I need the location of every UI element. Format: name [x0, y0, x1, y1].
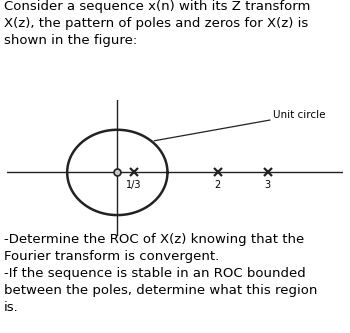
Text: Consider a sequence x(n) with its Z transform
X(z), the pattern of poles and zer: Consider a sequence x(n) with its Z tran…: [4, 0, 310, 47]
Text: 3: 3: [265, 180, 271, 190]
Text: Unit circle: Unit circle: [154, 110, 325, 141]
Text: -Determine the ROC of X(z) knowing that the
Fourier transform is convergent.
-If: -Determine the ROC of X(z) knowing that …: [4, 233, 317, 314]
Text: 2: 2: [215, 180, 221, 190]
Text: 1/3: 1/3: [126, 180, 142, 190]
